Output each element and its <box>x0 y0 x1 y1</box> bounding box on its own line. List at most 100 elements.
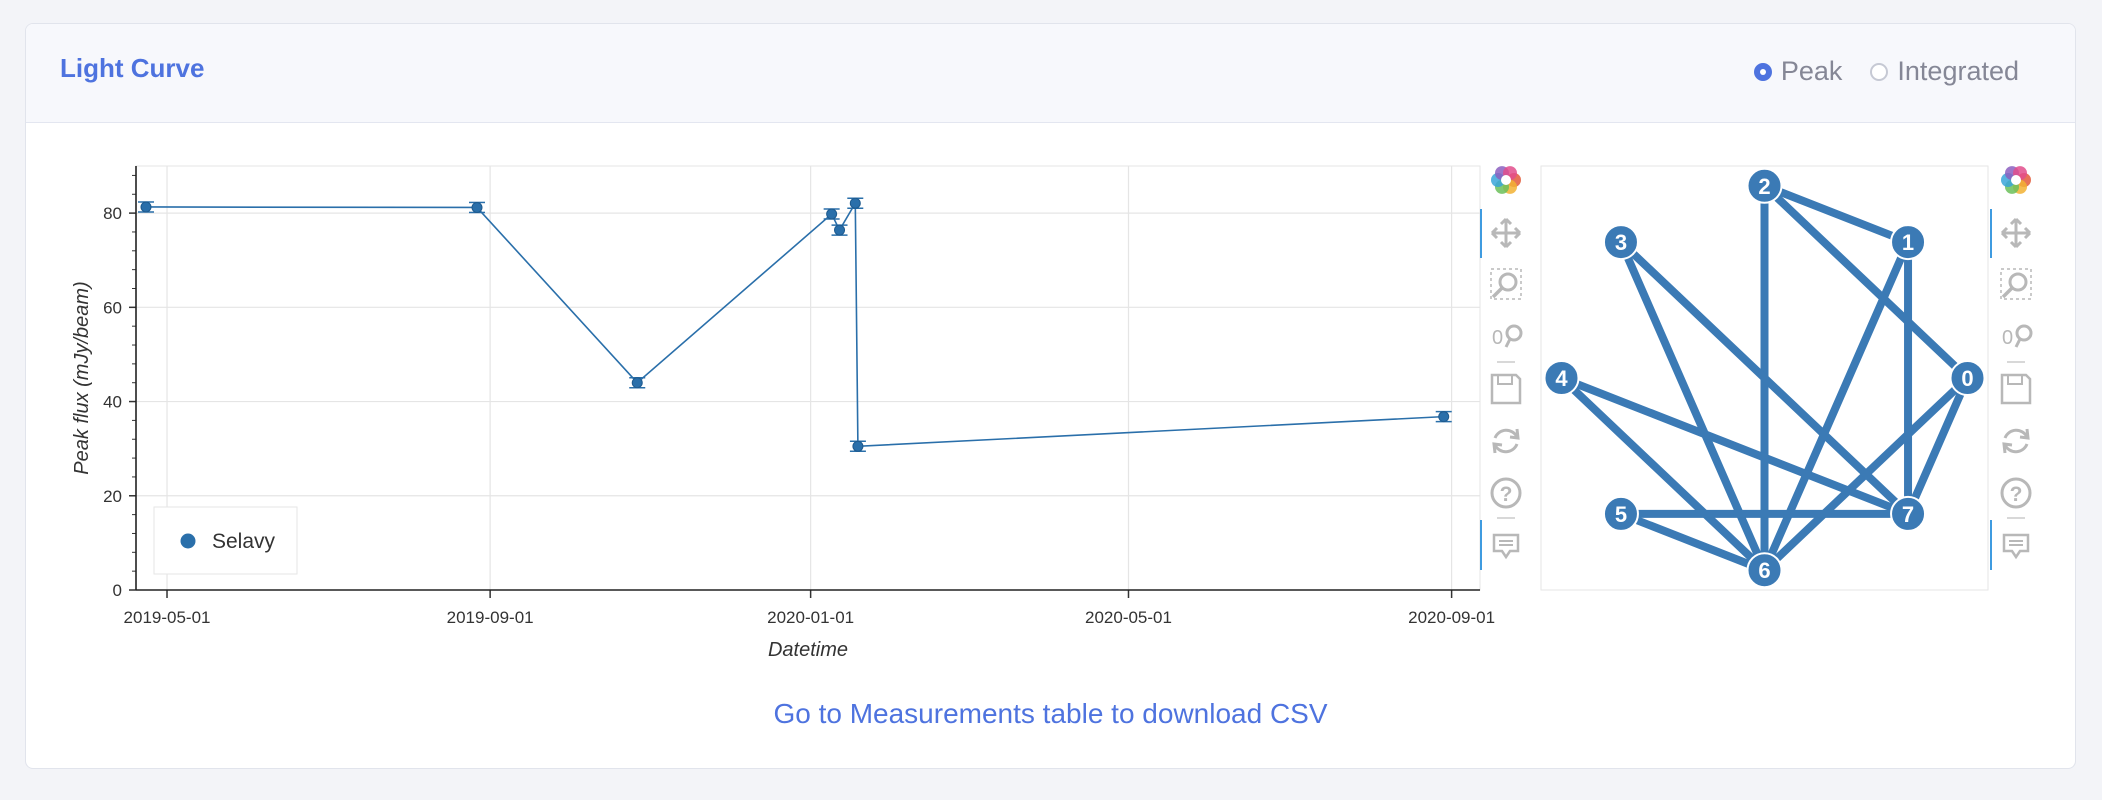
measurements-table-link[interactable]: Go to Measurements table to download CSV <box>773 698 1328 729</box>
radio-peak-label: Peak <box>1780 56 1843 86</box>
graph-node-circle[interactable] <box>1949 360 1986 396</box>
x-tick-label: 2020-09-01 <box>1408 608 1495 627</box>
help-circle <box>2000 477 2032 509</box>
graph-node-circle[interactable] <box>1602 495 1639 532</box>
graph-node-2[interactable]: 2 <box>1746 167 1783 204</box>
graph-edge <box>1616 238 1913 518</box>
x-tick-label: 2019-09-01 <box>447 608 534 627</box>
bokeh-logo-icon[interactable] <box>1491 166 1521 194</box>
reset-icon[interactable] <box>1492 428 1520 454</box>
graph-node-7[interactable]: 7 <box>1890 495 1927 532</box>
lens-glyph <box>2008 272 2028 292</box>
logo-center <box>2011 175 2021 185</box>
help-icon[interactable]: ? <box>2000 477 2032 509</box>
data-point[interactable] <box>826 208 838 220</box>
bokeh-logo-icon[interactable] <box>2001 166 2031 194</box>
y-tick-label: 40 <box>103 393 122 412</box>
graph-node-1[interactable]: 1 <box>1890 224 1927 261</box>
graph-node-circle[interactable] <box>1746 552 1783 589</box>
series-line-selavy <box>145 200 1444 448</box>
graph-node-circle[interactable] <box>1746 167 1783 204</box>
wheel-glyph: 0 <box>1492 327 1503 349</box>
pan-icon[interactable] <box>1490 217 1522 249</box>
hover-icon[interactable] <box>2002 533 2030 560</box>
radio-integrated-label: Integrated <box>1897 56 2019 86</box>
graph-edge <box>1616 509 1769 575</box>
disk-glyph <box>1490 373 1522 405</box>
wheel-zoom-icon[interactable]: 0 <box>2002 324 2033 349</box>
graph-node-0[interactable]: 0 <box>1949 360 1986 396</box>
graph-node-circle[interactable] <box>1890 224 1927 261</box>
reset-icon[interactable] <box>2002 428 2030 454</box>
radio-integrated-indicator[interactable] <box>1870 62 1889 81</box>
legend-box <box>153 506 298 575</box>
disk-slot <box>1497 374 1513 385</box>
data-point[interactable] <box>1438 411 1450 423</box>
graph-node-label: 3 <box>1615 230 1627 255</box>
lens-glyph <box>2015 324 2033 342</box>
logo-center <box>1501 175 1511 185</box>
handle-glyph <box>1504 338 1512 348</box>
graph-toolbar: 0? <box>1990 166 2033 570</box>
handle-glyph <box>2014 338 2022 348</box>
box-glyph <box>1490 268 1522 300</box>
pan-icon[interactable] <box>2000 217 2032 249</box>
reset-glyph <box>1493 428 1519 454</box>
graph-edge <box>1760 181 1972 382</box>
help-glyph: ? <box>1500 483 1513 506</box>
graph-edge <box>1904 374 1972 518</box>
graph-node-label: 5 <box>1615 502 1627 527</box>
data-point[interactable] <box>849 197 861 209</box>
pan-glyph <box>1490 217 1522 249</box>
y-tick-label: 20 <box>103 487 122 506</box>
light-curve-toolbar: 0? <box>1480 166 1523 570</box>
legend: Selavy <box>153 506 298 575</box>
box-zoom-icon[interactable] <box>2000 268 2032 300</box>
radio-peak[interactable]: Peak <box>1753 56 1843 87</box>
data-point[interactable] <box>140 201 152 213</box>
data-point[interactable] <box>471 201 483 213</box>
data-point[interactable] <box>631 377 643 389</box>
hover-icon[interactable] <box>1492 533 1520 560</box>
radio-integrated[interactable]: Integrated <box>1870 56 2019 87</box>
reset-glyph <box>2003 428 2029 454</box>
wheel-zoom-icon[interactable]: 0 <box>1492 324 1523 349</box>
graph-node-label: 2 <box>1758 174 1770 199</box>
y-tick-label: 80 <box>103 204 122 223</box>
box-glyph <box>2000 268 2032 300</box>
save-icon[interactable] <box>2000 373 2032 405</box>
graph-node-circle[interactable] <box>1543 360 1580 396</box>
graph-node-3[interactable]: 3 <box>1602 224 1639 261</box>
x-axis-label: Datetime <box>768 639 848 661</box>
graph-node-circle[interactable] <box>1890 495 1927 532</box>
graph-node-label: 4 <box>1555 366 1568 391</box>
graph-node-label: 1 <box>1902 230 1914 255</box>
graph-node-4[interactable]: 4 <box>1543 360 1580 396</box>
data-point[interactable] <box>852 440 864 452</box>
y-tick-label: 0 <box>113 581 122 600</box>
x-tick-label: 2020-05-01 <box>1085 608 1172 627</box>
save-icon[interactable] <box>1490 373 1522 405</box>
graph-edge <box>1760 181 1913 247</box>
pan-glyph <box>2000 217 2032 249</box>
plot-frame <box>135 165 1481 591</box>
handle-glyph <box>2001 286 2014 299</box>
radio-peak-indicator[interactable] <box>1753 62 1772 81</box>
data-point[interactable] <box>834 224 846 236</box>
x-tick-label: 2019-05-01 <box>124 608 211 627</box>
graph-node-6[interactable]: 6 <box>1746 552 1783 589</box>
help-circle <box>1490 477 1522 509</box>
graph-node-label: 6 <box>1758 558 1770 583</box>
hover-glyph <box>2002 533 2030 560</box>
graph-edge <box>1557 374 1913 518</box>
graph-node-5[interactable]: 5 <box>1602 495 1639 532</box>
wheel-glyph: 0 <box>2002 327 2013 349</box>
help-icon[interactable]: ? <box>1490 477 1522 509</box>
legend-marker <box>180 533 196 549</box>
light-curve-plot: 0 20 40 60 80 2019-05-01 2019-09-01 2020-01-01 2… <box>71 165 1495 661</box>
graph-node-circle[interactable] <box>1602 224 1639 261</box>
network-graph: 0 1 2 3 4 5 6 7 <box>1543 167 1986 589</box>
box-zoom-icon[interactable] <box>1490 268 1522 300</box>
flux-type-radio-group: Peak Integrated <box>1753 56 2019 87</box>
